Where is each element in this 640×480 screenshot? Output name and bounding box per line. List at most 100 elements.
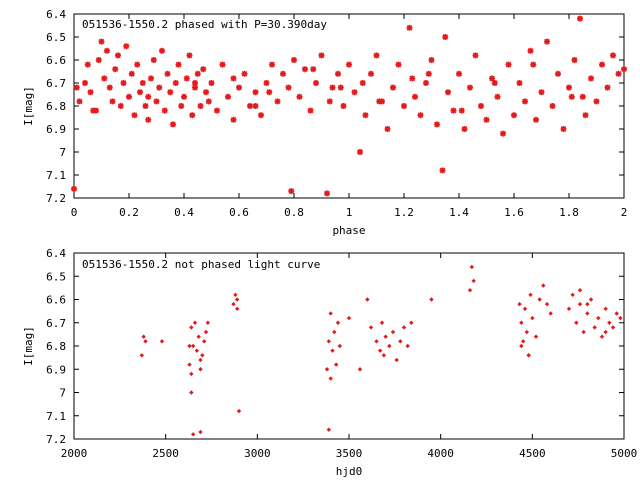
data-point	[95, 57, 102, 63]
x-tick-label: 0.8	[284, 206, 304, 219]
data-point	[538, 89, 545, 96]
data-point	[603, 329, 608, 335]
data-point	[189, 390, 194, 395]
data-point	[126, 93, 132, 100]
data-point	[178, 103, 185, 109]
data-point	[139, 80, 146, 86]
data-point	[588, 297, 594, 302]
data-point	[618, 315, 623, 321]
data-point	[139, 353, 145, 358]
data-point	[428, 57, 435, 63]
data-point	[189, 112, 196, 119]
y-tick-label: 6.7	[46, 77, 66, 90]
data-point	[544, 301, 550, 307]
data-point	[172, 80, 179, 86]
data-point	[530, 61, 537, 68]
data-point	[522, 98, 528, 105]
data-point	[527, 47, 534, 54]
data-point	[203, 89, 209, 96]
y-axis-label: I[mag]	[22, 86, 35, 126]
data-point	[150, 57, 157, 63]
data-point	[234, 306, 240, 311]
data-point	[412, 93, 418, 100]
y-tick-label: 7	[59, 387, 66, 400]
data-point	[568, 93, 575, 100]
data-point	[131, 112, 138, 119]
data-point	[489, 75, 495, 82]
data-point	[164, 70, 171, 77]
data-point	[104, 47, 110, 54]
data-point	[236, 408, 242, 414]
data-point	[517, 301, 522, 307]
data-point	[285, 84, 292, 91]
x-axis-label: hjd0	[336, 465, 363, 478]
data-point	[313, 80, 319, 86]
data-point	[258, 112, 264, 119]
data-point	[190, 432, 196, 437]
data-point	[570, 292, 575, 298]
data-point	[541, 283, 546, 288]
data-point	[196, 334, 201, 339]
data-point	[187, 362, 192, 367]
x-tick-label: 0.6	[229, 206, 249, 219]
data-point	[153, 98, 160, 105]
data-point	[214, 107, 220, 114]
data-point	[200, 353, 205, 358]
data-point	[365, 297, 370, 302]
data-point	[145, 116, 152, 123]
data-point	[115, 52, 121, 59]
data-point	[205, 320, 211, 325]
data-point	[390, 329, 396, 335]
data-point	[585, 301, 590, 307]
data-point	[337, 84, 344, 91]
data-point	[161, 107, 168, 114]
data-point	[106, 84, 113, 91]
data-point	[145, 93, 152, 100]
data-point	[175, 61, 182, 68]
data-point	[266, 89, 273, 96]
data-point	[472, 52, 479, 59]
chart-title: 051536-1550.2 phased with P=30.390day	[82, 18, 327, 31]
data-point	[318, 52, 325, 59]
data-point	[520, 339, 526, 344]
data-point	[247, 103, 253, 109]
data-point	[252, 103, 259, 109]
data-point	[328, 376, 333, 381]
y-axis-label: I[mag]	[22, 326, 35, 366]
data-point	[357, 149, 363, 155]
data-point	[581, 329, 586, 335]
data-point	[194, 348, 200, 353]
data-point	[417, 112, 424, 119]
data-point	[340, 103, 347, 109]
data-point	[197, 103, 204, 109]
y-tick-label: 7.1	[46, 169, 66, 182]
data-point	[579, 93, 586, 100]
data-point	[307, 107, 314, 114]
unphased-panel: 051536-1550.2 not phased light curve hjd…	[22, 247, 637, 478]
data-point	[458, 107, 465, 114]
y-tick-label: 6.5	[46, 270, 66, 283]
data-point	[577, 15, 583, 22]
data-point	[87, 89, 94, 96]
data-point	[181, 93, 187, 100]
data-point	[296, 93, 303, 100]
data-point	[310, 66, 317, 73]
y-tick-label: 6.6	[46, 54, 66, 67]
data-point	[156, 84, 163, 91]
data-point	[84, 61, 91, 68]
x-tick-label: 1.4	[449, 206, 469, 219]
data-point	[585, 311, 590, 316]
x-tick-label: 4000	[427, 447, 454, 460]
data-point	[82, 80, 88, 86]
data-point	[592, 325, 597, 330]
y-tick-label: 6.4	[46, 247, 66, 260]
data-point	[524, 329, 530, 335]
y-tick-label: 7.1	[46, 410, 66, 423]
data-point	[143, 339, 148, 344]
data-point	[456, 70, 462, 77]
data-point	[190, 343, 196, 349]
data-point	[134, 61, 141, 68]
y-tick-label: 6.9	[46, 123, 66, 136]
data-point	[90, 107, 97, 114]
x-tick-label: 5000	[611, 447, 638, 460]
